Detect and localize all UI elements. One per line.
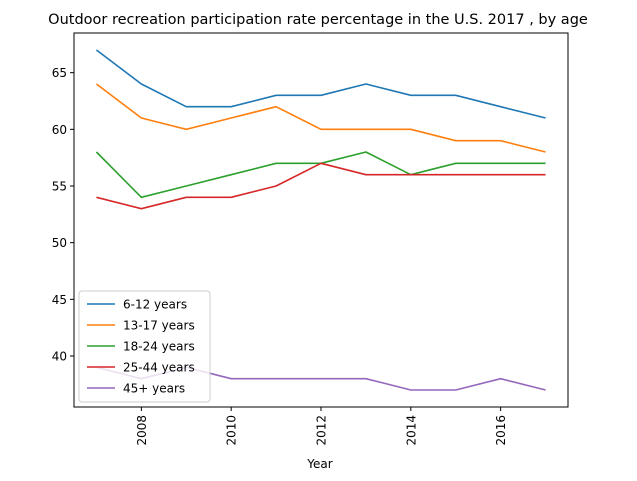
- series-line-13-17-years: [95, 83, 546, 153]
- y-tick-label: 40: [52, 350, 67, 364]
- series-line-25-44-years: [96, 162, 546, 210]
- legend-label: 13-17 years: [123, 319, 195, 333]
- x-axis-label: Year: [306, 457, 332, 471]
- x-tick-label: 2016: [494, 415, 508, 446]
- x-tick-label: 2008: [135, 415, 149, 446]
- y-tick-label: 55: [52, 180, 67, 194]
- y-tick-label: 45: [52, 293, 67, 307]
- legend-label: 25-44 years: [123, 361, 195, 375]
- x-tick-label: 2014: [404, 415, 418, 446]
- plot-frame: [73, 32, 569, 408]
- y-tick-label: 65: [52, 66, 67, 80]
- y-tick-label: 50: [52, 236, 67, 250]
- legend-label: 45+ years: [123, 382, 185, 396]
- chart-title: Outdoor recreation participation rate pe…: [48, 12, 588, 28]
- plot-area: 40 45 50 55 60 65 2008 2010 2012 2014 2016 6-12 yea…: [52, 49, 546, 446]
- legend-box: [78, 290, 211, 403]
- legend-label: 6-12 years: [123, 298, 187, 312]
- x-tick-label: 2012: [315, 415, 329, 446]
- x-tick-label: 2010: [225, 415, 239, 446]
- series-line-6-12-years: [95, 49, 546, 119]
- legend-label: 18-24 years: [123, 340, 195, 354]
- y-tick-label: 60: [52, 123, 67, 137]
